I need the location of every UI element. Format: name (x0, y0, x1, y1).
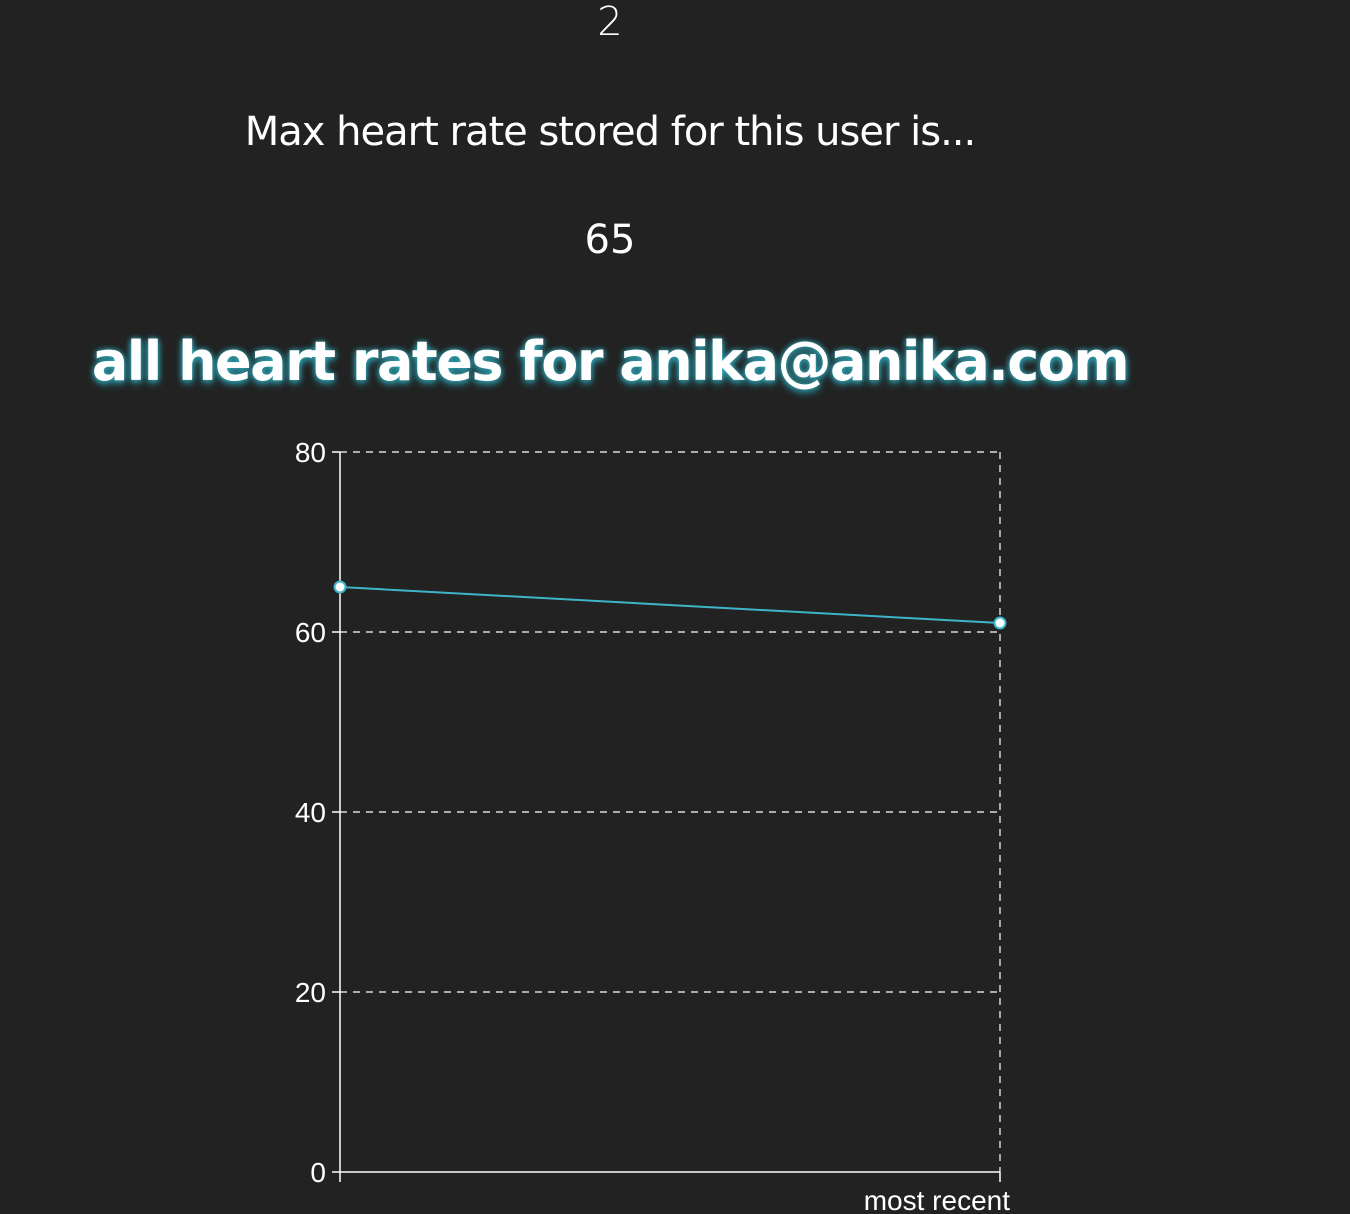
y-tick-label: 40 (295, 797, 326, 828)
series-line (339, 586, 1001, 624)
y-tick-label: 60 (295, 617, 326, 648)
y-tick-label: 80 (295, 437, 326, 468)
count-value: 2 (597, 0, 623, 45)
max-heart-rate-value: 65 (584, 217, 636, 263)
chart-title: all heart rates for anika@anika.com (91, 330, 1130, 393)
data-point (333, 580, 347, 594)
data-point (993, 616, 1007, 630)
x-tick-label: most recent (864, 1185, 1010, 1214)
max-heart-rate-label: Max heart rate stored for this user is..… (244, 109, 976, 155)
y-tick-label: 0 (310, 1157, 326, 1188)
y-tick-label: 20 (295, 977, 326, 1008)
